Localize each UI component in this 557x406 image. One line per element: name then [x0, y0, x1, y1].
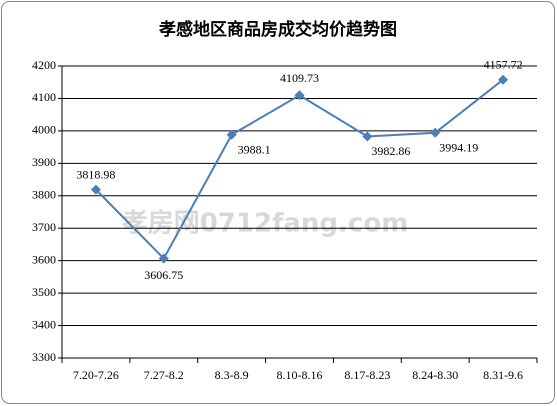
- y-tick-label: 4200: [32, 58, 56, 72]
- data-point: [90, 184, 101, 195]
- x-tick-label: 8.31-9.6: [483, 368, 523, 382]
- y-tick-label: 3800: [32, 188, 56, 202]
- data-point: [498, 74, 509, 85]
- data-label: 3988.1: [238, 142, 271, 156]
- y-tick-label: 3300: [32, 350, 56, 364]
- x-tick-label: 8.17-8.23: [344, 368, 390, 382]
- data-point: [430, 127, 441, 138]
- y-tick-label: 3700: [32, 220, 56, 234]
- y-tick-label: 4000: [32, 123, 56, 137]
- data-label: 3606.75: [144, 268, 183, 282]
- y-tick-label: 4100: [32, 90, 56, 104]
- data-label: 4157.72: [484, 57, 523, 71]
- x-tick-label: 8.24-8.30: [412, 368, 458, 382]
- data-point: [226, 129, 237, 140]
- x-tick-label: 8.10-8.16: [277, 368, 323, 382]
- data-point: [158, 253, 169, 264]
- data-label: 3982.86: [371, 144, 410, 158]
- data-point: [362, 131, 373, 142]
- y-tick-label: 3500: [32, 285, 56, 299]
- data-label: 3818.98: [76, 167, 115, 181]
- x-tick-label: 8.3-8.9: [215, 368, 249, 382]
- data-label: 3994.19: [439, 141, 478, 155]
- chart-title: 孝感地区商品房成交均价趋势图: [159, 19, 397, 40]
- y-tick-label: 3600: [32, 252, 56, 266]
- watermark: 孝房网0712fang.com: [122, 208, 409, 239]
- data-label: 4109.73: [280, 71, 319, 85]
- data-point: [294, 90, 305, 101]
- x-tick-label: 7.20-7.26: [73, 368, 119, 382]
- y-tick-label: 3400: [32, 317, 56, 331]
- x-tick-label: 7.27-8.2: [144, 368, 184, 382]
- y-tick-label: 3900: [32, 155, 56, 169]
